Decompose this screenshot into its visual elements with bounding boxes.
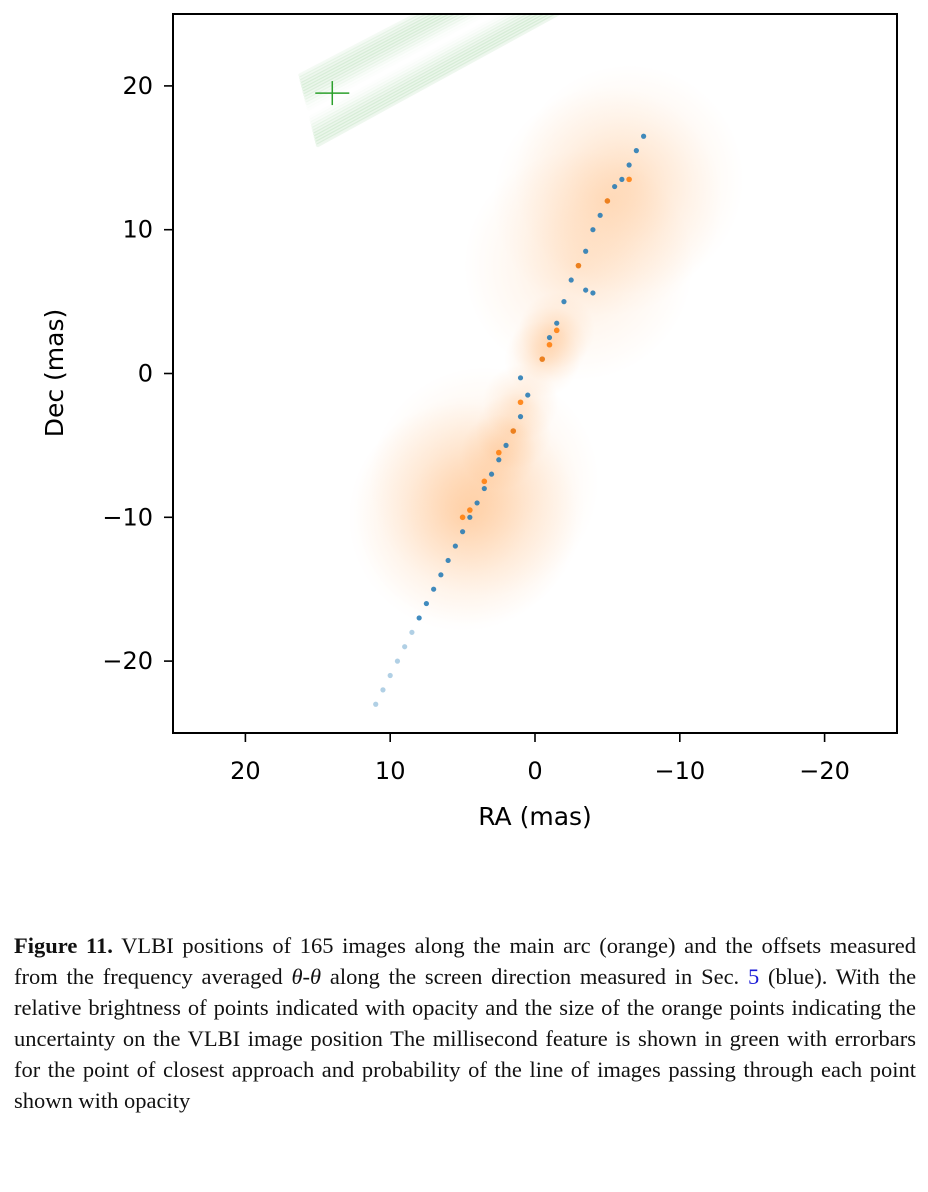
green-feature-streak bbox=[315, 14, 557, 145]
green-feature-streak bbox=[301, 14, 445, 89]
figure-caption: Figure 11. VLBI positions of 165 images … bbox=[14, 930, 916, 1116]
blue-point bbox=[561, 299, 567, 305]
blue-point bbox=[503, 442, 509, 448]
blue-point bbox=[445, 557, 451, 564]
x-tick-label: 20 bbox=[230, 757, 261, 785]
caption-text-2: along the screen direction measured in S… bbox=[329, 964, 740, 989]
orange-point bbox=[575, 262, 582, 269]
blue-point bbox=[583, 287, 589, 293]
blue-point bbox=[380, 687, 386, 693]
green-feature-streak bbox=[302, 14, 457, 94]
x-tick-label: 0 bbox=[527, 757, 542, 785]
blue-point bbox=[633, 148, 639, 154]
orange-uncertainty-glows bbox=[347, 64, 745, 633]
orange-point bbox=[481, 478, 488, 485]
orange-point bbox=[496, 449, 502, 456]
blue-point bbox=[583, 248, 589, 254]
y-axis-label: Dec (mas) bbox=[40, 309, 69, 438]
y-tick-label: 20 bbox=[122, 72, 153, 100]
blue-point bbox=[641, 133, 647, 139]
blue-point bbox=[488, 471, 495, 477]
blue-point bbox=[409, 629, 415, 635]
blue-point bbox=[626, 162, 632, 168]
blue-point bbox=[517, 375, 524, 381]
y-tick-label: 0 bbox=[138, 360, 153, 388]
blue-point bbox=[373, 701, 379, 707]
green-feature-streak bbox=[315, 14, 562, 148]
y-ticks: 20 10 0 −10 −20 bbox=[102, 72, 173, 675]
orange-point bbox=[539, 356, 546, 362]
chart: 20 10 0 −10 −20 20 10 0 −10 −20 RA (mas) Dec (ma… bbox=[40, 13, 898, 831]
blue-point bbox=[619, 176, 625, 182]
caption-dash: - bbox=[302, 964, 311, 989]
x-tick-label: 10 bbox=[375, 757, 406, 785]
x-tick-label: −20 bbox=[799, 757, 850, 785]
caption-text-1: VLBI positions of 165 images along the m… bbox=[14, 933, 916, 989]
blue-point bbox=[546, 334, 553, 341]
orange-point bbox=[626, 176, 632, 183]
figure-label: Figure 11. bbox=[14, 933, 113, 958]
blue-point bbox=[452, 543, 458, 549]
y-tick-label: −10 bbox=[102, 503, 153, 531]
caption-theta-2: θ bbox=[310, 964, 322, 989]
x-ticks: 20 10 0 −10 −20 bbox=[230, 733, 850, 785]
y-tick-label: 10 bbox=[122, 216, 153, 244]
blue-point bbox=[431, 586, 437, 592]
green-feature-streak bbox=[298, 14, 422, 78]
blue-point bbox=[554, 320, 560, 326]
scatter-points bbox=[373, 133, 647, 707]
blue-point bbox=[460, 529, 466, 535]
blue-point bbox=[467, 514, 473, 520]
caption-theta-1: θ bbox=[291, 964, 303, 989]
orange-point bbox=[553, 327, 560, 334]
blue-point bbox=[590, 227, 596, 233]
orange-point bbox=[546, 341, 553, 348]
green-feature-streak bbox=[313, 14, 546, 139]
blue-point bbox=[387, 672, 393, 679]
blue-point bbox=[525, 392, 531, 398]
orange-point bbox=[467, 507, 473, 513]
blue-point bbox=[597, 212, 603, 218]
blue-point bbox=[416, 615, 422, 621]
blue-point bbox=[474, 500, 480, 506]
blue-point bbox=[568, 277, 574, 283]
y-tick-label: −20 bbox=[102, 647, 153, 675]
green-feature-streak bbox=[311, 14, 529, 131]
green-feature-streak bbox=[312, 14, 540, 136]
green-feature-streak bbox=[314, 14, 551, 142]
blue-point bbox=[402, 644, 408, 650]
green-feature-streak bbox=[303, 14, 462, 97]
green-feature-streak bbox=[304, 14, 473, 103]
green-feature-streak bbox=[310, 14, 524, 128]
green-feature-band bbox=[298, 14, 562, 148]
orange-point bbox=[604, 198, 611, 204]
orange-point bbox=[459, 514, 466, 521]
green-feature-streak bbox=[301, 14, 451, 92]
blue-point bbox=[496, 457, 502, 463]
orange-point bbox=[510, 428, 517, 434]
green-feature-streak bbox=[300, 14, 440, 86]
blue-point bbox=[438, 572, 444, 578]
blue-point bbox=[481, 485, 487, 492]
blue-point bbox=[517, 414, 524, 420]
x-axis-label: RA (mas) bbox=[478, 802, 592, 831]
x-tick-label: −10 bbox=[654, 757, 705, 785]
caption-text-3: (blue). With the relative brightness of … bbox=[14, 964, 917, 1113]
green-feature-streak bbox=[299, 14, 434, 83]
section-ref-link[interactable]: 5 bbox=[747, 964, 760, 989]
blue-point bbox=[394, 658, 401, 664]
green-feature-streak bbox=[303, 14, 468, 100]
orange-point bbox=[517, 399, 524, 406]
blue-point bbox=[612, 183, 618, 190]
blue-point bbox=[590, 290, 596, 296]
green-feature-streak bbox=[298, 14, 428, 80]
blue-point bbox=[423, 600, 429, 607]
